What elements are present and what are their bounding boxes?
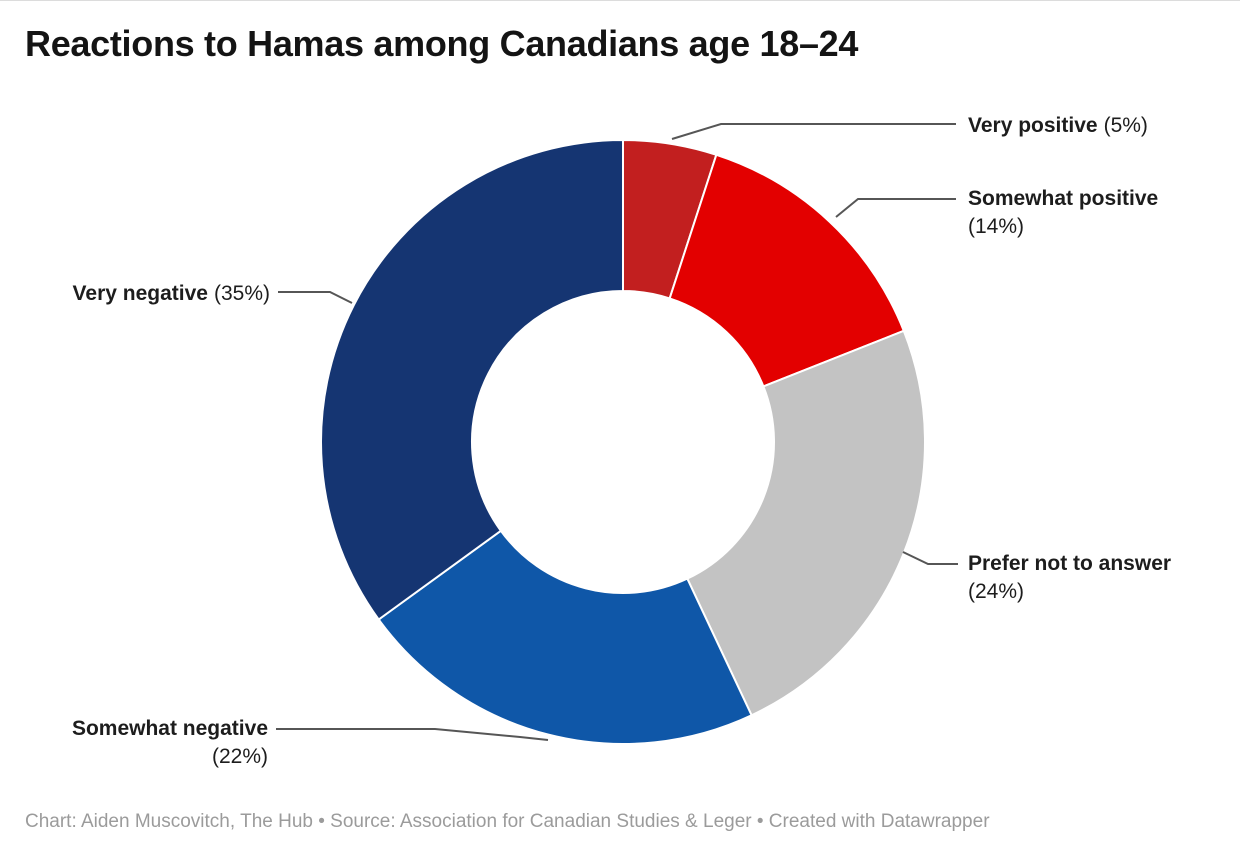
leader-line-very-negative [278,291,353,304]
slice-callout-somewhat-positive: Somewhat positive (14%) [968,185,1158,241]
slice-callout-label: Prefer not to answer [968,552,1172,575]
leader-line-somewhat-positive [835,198,956,218]
pie-slice-somewhat-positive [668,153,905,388]
leader-line-very-positive [671,123,956,140]
slice-callout-very-positive: Very positive (5%) [968,112,1148,140]
slice-callout-label: Somewhat positive [968,187,1159,210]
slice-callout-label: Very positive [968,114,1098,137]
slice-callout-label: Very negative [72,282,208,305]
pie-slice-somewhat-negative [377,529,753,745]
chart-attribution: Chart: Aiden Muscovitch, The Hub • Sourc… [25,811,990,832]
leader-line-somewhat-negative [276,728,549,741]
slice-callout-very-negative: Very negative (35%) [73,280,270,308]
pie-slice-prefer-not-to-answer [686,329,926,717]
slice-callout-prefer-not-to-answer: Prefer not to answer (24%) [968,550,1171,606]
slice-callout-value: (35%) [213,282,270,305]
slice-callout-value: (24%) [968,580,1025,603]
slice-callout-label: Somewhat negative [71,717,268,740]
slice-callout-value: (14%) [968,215,1025,238]
slice-callout-somewhat-negative: Somewhat negative (22%) [72,715,268,771]
slice-callout-value: (5%) [1103,114,1148,137]
leader-line-prefer-not-to-answer [902,551,958,565]
slice-callout-value: (22%) [211,745,268,768]
chart-title: Reactions to Hamas among Canadians age 1… [25,23,859,64]
pie-slice-very-negative [320,139,624,621]
